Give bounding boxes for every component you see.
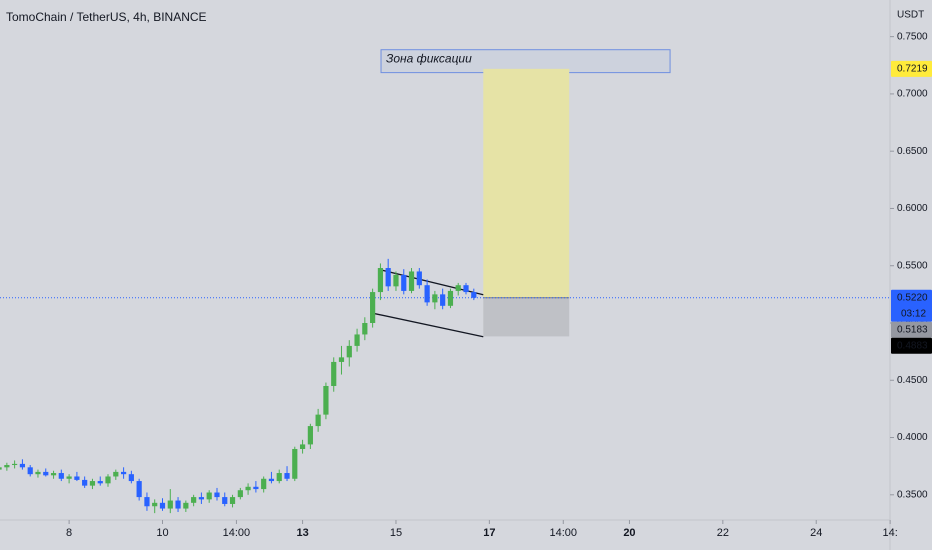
channel-lower <box>370 312 484 338</box>
candle-body <box>401 274 407 291</box>
candle-body <box>74 476 80 480</box>
candle-body <box>432 294 438 303</box>
candle-body <box>175 500 181 509</box>
candle-body <box>408 271 415 291</box>
x-tick-label: 13 <box>296 527 308 539</box>
candle-body <box>261 478 267 490</box>
candle-body <box>393 274 399 287</box>
candle-body <box>89 481 96 486</box>
price-tag-label: 0.5220 <box>897 292 928 303</box>
candle-body <box>0 467 2 470</box>
candle-body <box>455 285 461 291</box>
y-tick-label: 0.7000 <box>897 89 928 100</box>
y-tick-label: 0.4500 <box>897 375 928 386</box>
y-tick-label: 0.6000 <box>897 203 928 214</box>
y-tick-label: 0.7500 <box>897 31 928 42</box>
x-tick-label: 15 <box>390 527 402 539</box>
y-axis-unit: USDT <box>897 10 924 21</box>
candle-body <box>35 471 41 475</box>
candle-body <box>237 490 243 498</box>
candle-body <box>144 497 150 507</box>
candle-body <box>159 502 166 509</box>
candle-body <box>58 473 64 479</box>
candle-body <box>331 361 337 386</box>
x-tick-label: 14:00 <box>223 527 251 539</box>
candle-body <box>50 473 57 476</box>
profit-zone <box>483 68 570 298</box>
price-tag <box>891 60 932 77</box>
candle-body <box>43 471 49 476</box>
candle-body <box>338 357 345 362</box>
candle-body <box>276 473 282 482</box>
candle-body <box>253 486 259 490</box>
candle-body <box>315 414 321 427</box>
price-tag-label: 0.5183 <box>897 324 928 335</box>
annotation-text: Зона фиксации <box>386 51 472 65</box>
candle-body <box>206 492 212 500</box>
candle-body <box>183 502 189 509</box>
y-tick-label: 0.3500 <box>897 489 928 500</box>
x-tick-label: 14:00 <box>550 527 578 539</box>
candle-body <box>370 292 376 323</box>
candle-body <box>105 476 111 484</box>
price-tag <box>891 321 932 338</box>
x-tick-label: 14: <box>882 527 897 539</box>
candle-body <box>307 426 313 445</box>
candle-body <box>354 334 360 346</box>
candle-body <box>440 294 446 306</box>
candle-body <box>362 322 368 335</box>
candle-body <box>4 465 10 468</box>
chart-title: TomoChain / TetherUS, 4h, BINANCE <box>6 10 207 24</box>
x-tick-label: 24 <box>810 527 822 539</box>
candle-body <box>292 448 298 479</box>
candle-body <box>152 502 158 507</box>
x-tick-label: 10 <box>156 527 168 539</box>
price-tag-label: 0.4883 <box>897 340 928 351</box>
candle-body <box>245 486 251 491</box>
candle-body <box>323 385 329 415</box>
candle-body <box>113 471 119 477</box>
y-tick-label: 0.5500 <box>897 260 928 271</box>
x-tick-label: 22 <box>717 527 729 539</box>
candle-body <box>136 481 142 498</box>
candle-body <box>377 268 384 293</box>
y-tick-label: 0.6500 <box>897 146 928 157</box>
y-tick-label: 0.4000 <box>897 432 928 443</box>
candle-body <box>121 471 127 475</box>
candle-body <box>97 481 103 484</box>
price-tag <box>891 289 932 322</box>
candle-body <box>424 285 430 303</box>
candle-body <box>268 478 275 482</box>
candle-body <box>346 345 352 358</box>
candle-body <box>284 473 290 479</box>
price-tag <box>891 337 932 354</box>
candle-body <box>12 463 18 466</box>
candle-body <box>82 479 88 486</box>
candle-body <box>167 500 173 509</box>
candle-body <box>385 268 391 287</box>
x-tick-label: 8 <box>66 527 72 539</box>
candle-body <box>19 463 26 468</box>
candle-body <box>416 271 422 286</box>
price-tag-label: 0.7219 <box>897 63 928 74</box>
candle-body <box>66 476 72 479</box>
candle-body <box>229 497 236 504</box>
candle-body <box>222 497 228 504</box>
loss-zone <box>483 297 570 337</box>
x-tick-label: 20 <box>623 527 635 539</box>
candle-body <box>463 285 469 293</box>
candle-body <box>191 497 197 503</box>
candle-body <box>198 497 204 500</box>
candle-body <box>299 444 306 449</box>
candle-body <box>471 292 477 298</box>
candle-body <box>128 474 134 482</box>
candle-body <box>27 467 33 475</box>
candle-body <box>214 492 220 498</box>
x-tick-label: 17 <box>483 527 495 539</box>
countdown-label: 03:12 <box>901 308 926 319</box>
candle-body <box>447 290 454 306</box>
